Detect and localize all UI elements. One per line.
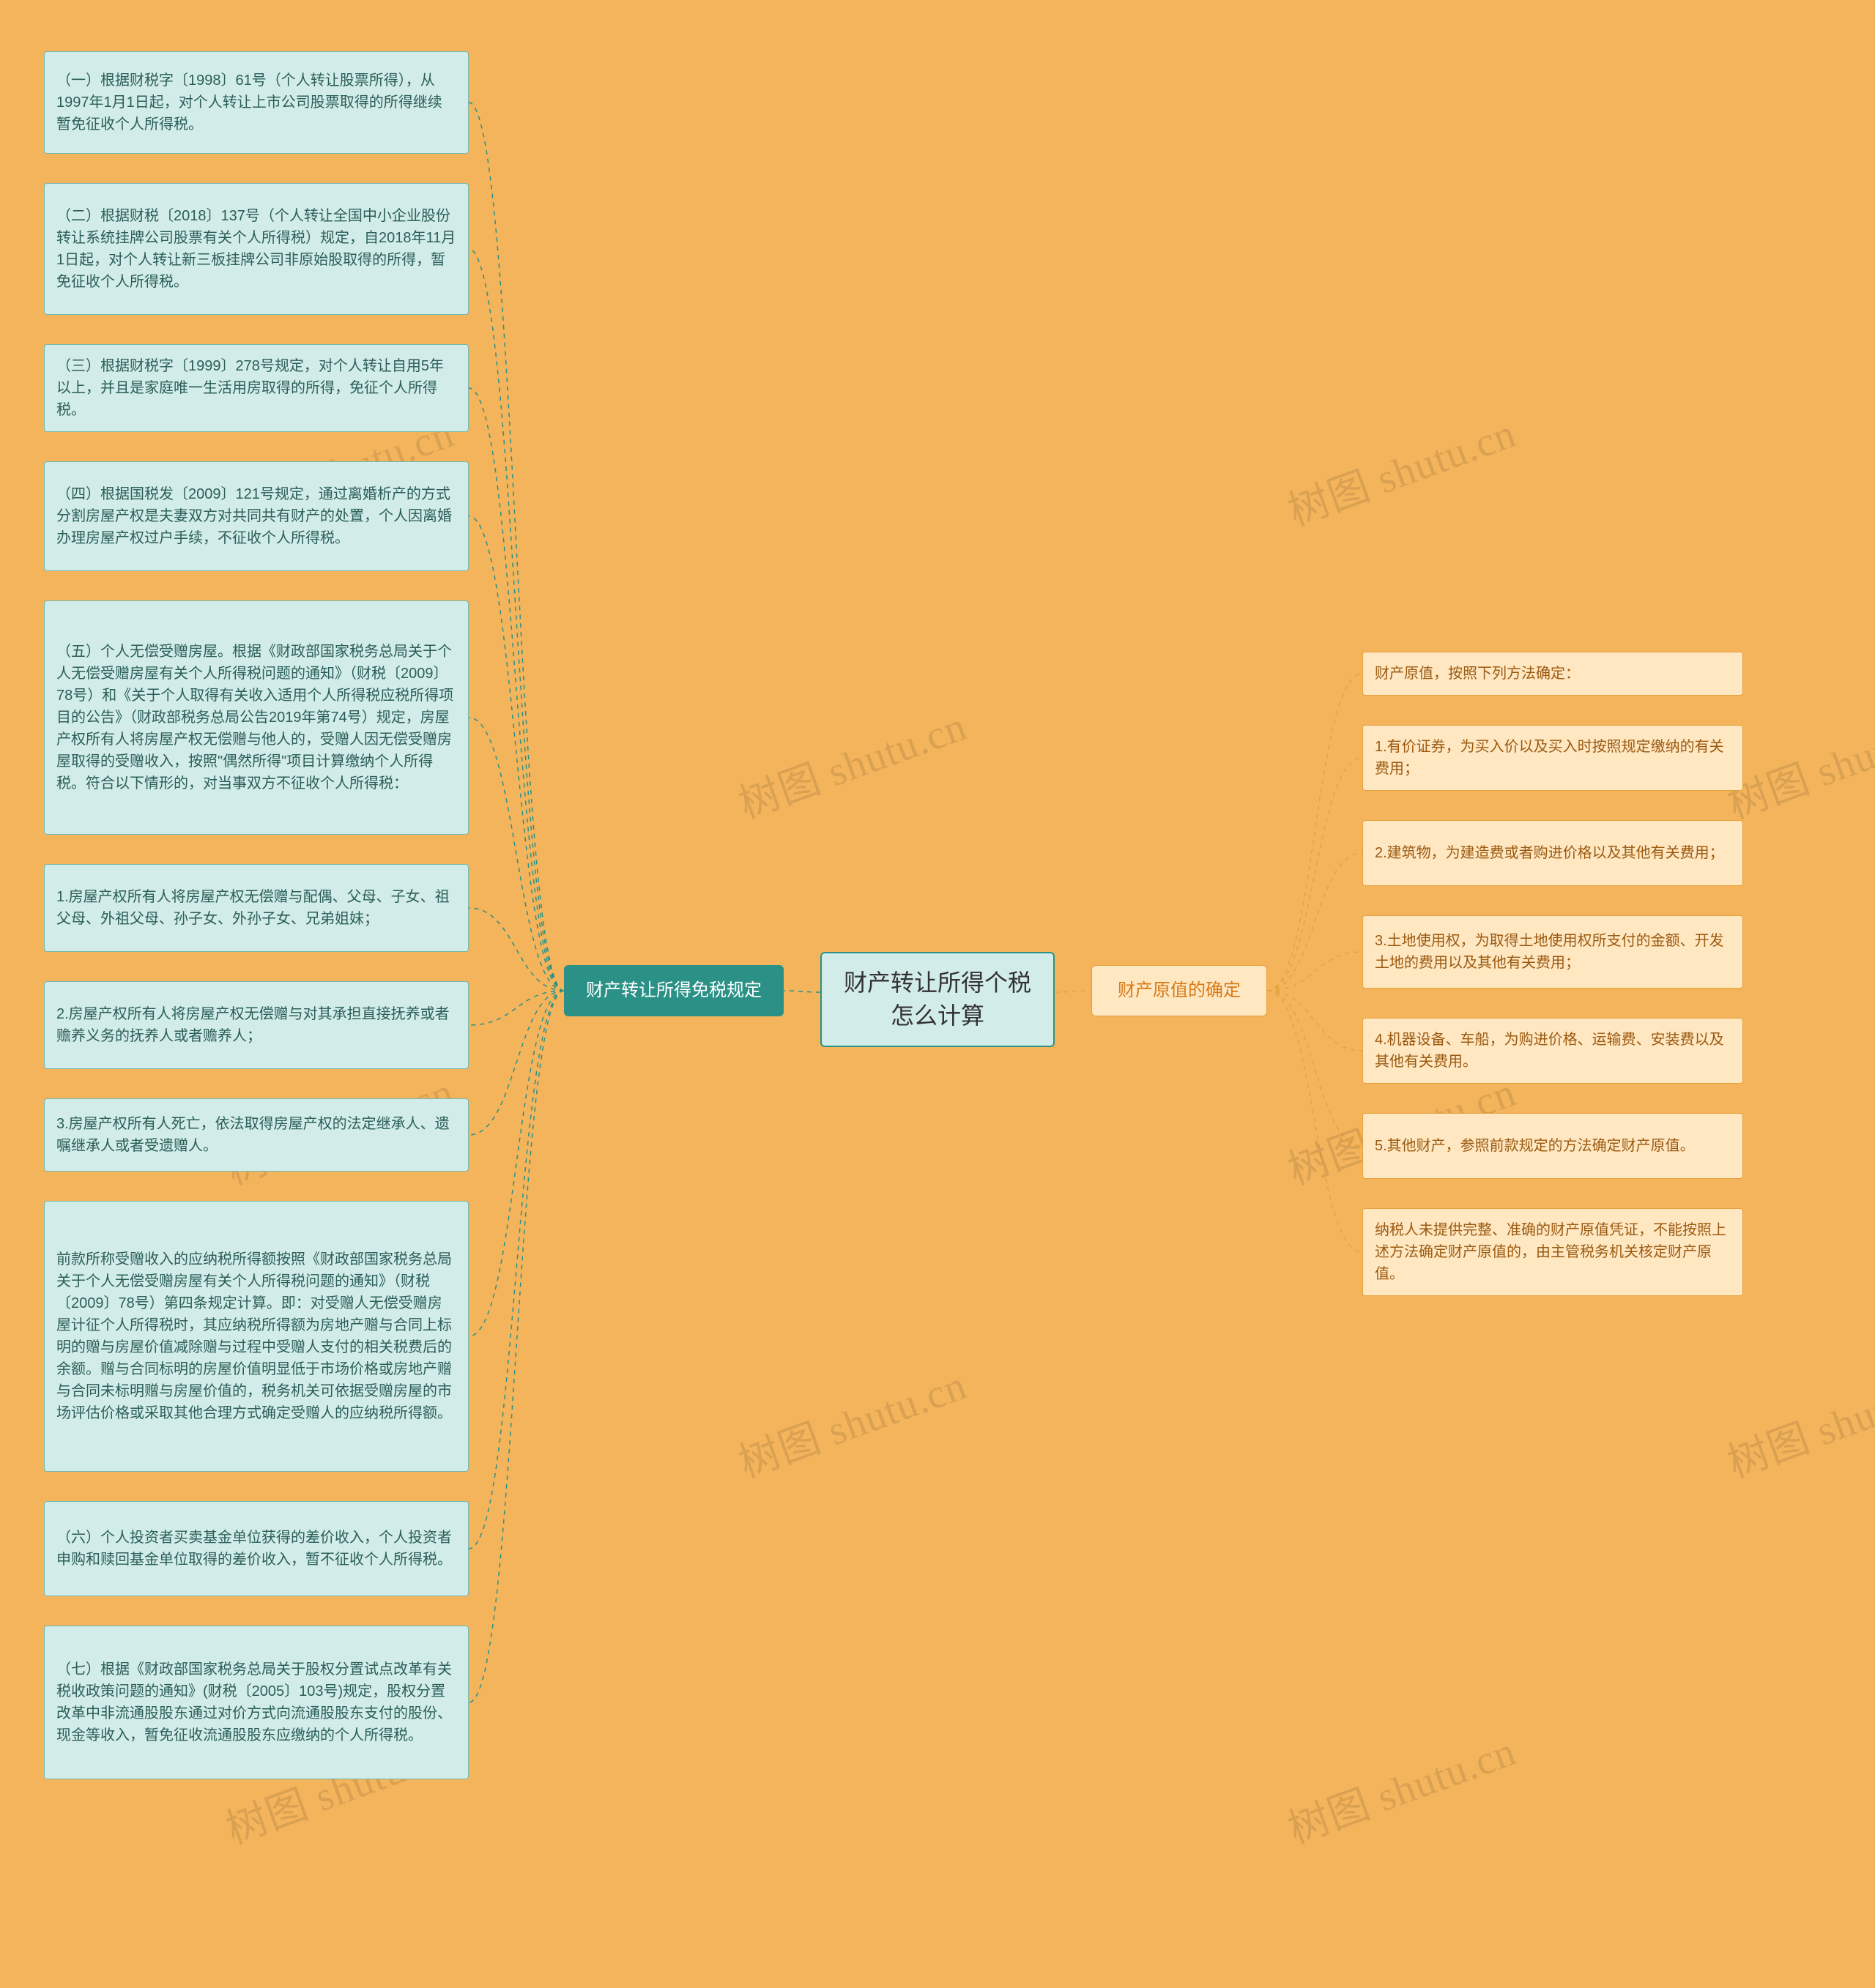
leaf-right-3-label: 3.土地使用权，为取得土地使用权所支付的金额、开发土地的费用以及其他有关费用；: [1375, 930, 1731, 974]
leaf-right-1-label: 1.有价证券，为买入价以及买入时按照规定缴纳的有关费用；: [1375, 736, 1731, 780]
watermark: 树图 shutu.cn: [1718, 1352, 1875, 1489]
leaf-left-3-label: （四）根据国税发〔2009〕121号规定，通过离婚析产的方式分割房屋产权是夫妻双…: [56, 483, 456, 549]
leaf-left-6-label: 2.房屋产权所有人将房屋产权无偿赠与对其承担直接抚养或者赡养义务的抚养人或者赡养…: [56, 1003, 456, 1047]
branch-right: 财产原值的确定: [1091, 965, 1267, 1016]
branch-right-label: 财产原值的确定: [1118, 978, 1241, 1004]
leaf-left-1-label: （二）根据财税〔2018〕137号（个人转让全国中小企业股份转让系统挂牌公司股票…: [56, 205, 456, 293]
leaf-left-2: （三）根据财税字〔1999〕278号规定，对个人转让自用5年以上，并且是家庭唯一…: [44, 344, 469, 432]
leaf-right-6: 纳税人未提供完整、准确的财产原值凭证，不能按照上述方法确定财产原值的，由主管税务…: [1362, 1208, 1743, 1296]
watermark: 树图 shutu.cn: [729, 693, 973, 830]
center-node-label: 财产转让所得个税怎么计算: [839, 967, 1036, 1032]
leaf-right-4-label: 4.机器设备、车船，为购进价格、运输费、安装费以及其他有关费用。: [1375, 1029, 1731, 1073]
leaf-left-7: 3.房屋产权所有人死亡，依法取得房屋产权的法定继承人、遗嘱继承人或者受遗赠人。: [44, 1098, 469, 1172]
leaf-right-5: 5.其他财产，参照前款规定的方法确定财产原值。: [1362, 1113, 1743, 1179]
leaf-left-8: 前款所称受赠收入的应纳税所得额按照《财政部国家税务总局关于个人无偿受赠房屋有关个…: [44, 1201, 469, 1472]
leaf-right-3: 3.土地使用权，为取得土地使用权所支付的金额、开发土地的费用以及其他有关费用；: [1362, 915, 1743, 989]
leaf-left-10: （七）根据《财政部国家税务总局关于股权分置试点改革有关税收政策问题的通知》(财税…: [44, 1626, 469, 1779]
watermark: 树图 shutu.cn: [1279, 1719, 1523, 1855]
leaf-left-5-label: 1.房屋产权所有人将房屋产权无偿赠与配偶、父母、子女、祖父母、外祖父母、孙子女、…: [56, 886, 456, 930]
leaf-right-0-label: 财产原值，按照下列方法确定：: [1375, 663, 1580, 685]
leaf-left-3: （四）根据国税发〔2009〕121号规定，通过离婚析产的方式分割房屋产权是夫妻双…: [44, 461, 469, 571]
watermark: 树图 shutu.cn: [729, 1352, 973, 1489]
leaf-left-9-label: （六）个人投资者买卖基金单位获得的差价收入，个人投资者申购和赎回基金单位取得的差…: [56, 1527, 456, 1571]
mindmap-canvas: 树图 shutu.cn 树图 shutu.cn 树图 shutu.cn 树图 shut…: [0, 0, 1875, 1988]
leaf-right-2-label: 2.建筑物，为建造费或者购进价格以及其他有关费用；: [1375, 842, 1724, 864]
leaf-left-6: 2.房屋产权所有人将房屋产权无偿赠与对其承担直接抚养或者赡养义务的抚养人或者赡养…: [44, 981, 469, 1069]
watermark: 树图 shutu.cn: [1279, 401, 1523, 537]
leaf-left-9: （六）个人投资者买卖基金单位获得的差价收入，个人投资者申购和赎回基金单位取得的差…: [44, 1501, 469, 1596]
leaf-left-10-label: （七）根据《财政部国家税务总局关于股权分置试点改革有关税收政策问题的通知》(财税…: [56, 1658, 456, 1746]
leaf-right-2: 2.建筑物，为建造费或者购进价格以及其他有关费用；: [1362, 820, 1743, 886]
leaf-left-4: （五）个人无偿受赠房屋。根据《财政部国家税务总局关于个人无偿受赠房屋有关个人所得…: [44, 600, 469, 835]
leaf-right-4: 4.机器设备、车船，为购进价格、运输费、安装费以及其他有关费用。: [1362, 1018, 1743, 1084]
branch-left: 财产转让所得免税规定: [564, 965, 784, 1016]
leaf-right-1: 1.有价证券，为买入价以及买入时按照规定缴纳的有关费用；: [1362, 725, 1743, 791]
leaf-right-6-label: 纳税人未提供完整、准确的财产原值凭证，不能按照上述方法确定财产原值的，由主管税务…: [1375, 1219, 1731, 1285]
leaf-right-0: 财产原值，按照下列方法确定：: [1362, 652, 1743, 696]
leaf-left-5: 1.房屋产权所有人将房屋产权无偿赠与配偶、父母、子女、祖父母、外祖父母、孙子女、…: [44, 864, 469, 952]
branch-left-label: 财产转让所得免税规定: [586, 978, 762, 1004]
leaf-left-0-label: （一）根据财税字〔1998〕61号（个人转让股票所得），从1997年1月1日起，…: [56, 70, 456, 135]
leaf-left-7-label: 3.房屋产权所有人死亡，依法取得房屋产权的法定继承人、遗嘱继承人或者受遗赠人。: [56, 1113, 456, 1157]
leaf-left-0: （一）根据财税字〔1998〕61号（个人转让股票所得），从1997年1月1日起，…: [44, 51, 469, 154]
leaf-left-4-label: （五）个人无偿受赠房屋。根据《财政部国家税务总局关于个人无偿受赠房屋有关个人所得…: [56, 641, 456, 794]
center-node: 财产转让所得个税怎么计算: [820, 952, 1055, 1047]
leaf-left-2-label: （三）根据财税字〔1999〕278号规定，对个人转让自用5年以上，并且是家庭唯一…: [56, 355, 456, 421]
leaf-right-5-label: 5.其他财产，参照前款规定的方法确定财产原值。: [1375, 1135, 1695, 1157]
leaf-left-8-label: 前款所称受赠收入的应纳税所得额按照《财政部国家税务总局关于个人无偿受赠房屋有关个…: [56, 1248, 456, 1424]
leaf-left-1: （二）根据财税〔2018〕137号（个人转让全国中小企业股份转让系统挂牌公司股票…: [44, 183, 469, 315]
